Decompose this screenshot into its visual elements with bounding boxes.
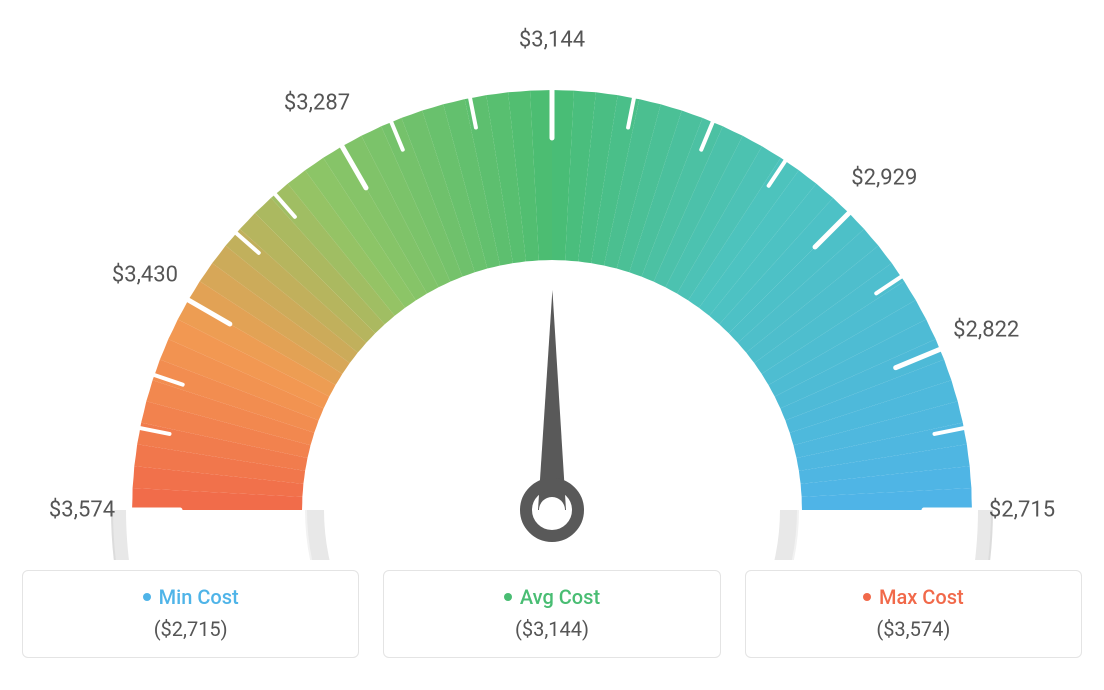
gauge-scale-label: $3,430 — [112, 263, 178, 288]
gauge-scale-label: $2,929 — [851, 165, 917, 190]
gauge-scale-label: $3,574 — [49, 498, 115, 523]
legend-row: Min Cost ($2,715) Avg Cost ($3,144) Max … — [22, 570, 1082, 658]
legend-max-dot — [863, 593, 871, 601]
gauge-scale-label: $3,144 — [519, 28, 585, 53]
legend-max-title: Max Cost — [863, 585, 964, 609]
legend-max-card: Max Cost ($3,574) — [745, 570, 1082, 658]
gauge-scale-label: $3,287 — [284, 90, 350, 115]
gauge-scale-label: $2,715 — [989, 498, 1055, 523]
legend-avg-dot — [504, 593, 512, 601]
legend-avg-value: ($3,144) — [394, 617, 709, 641]
legend-max-title-text: Max Cost — [879, 585, 964, 609]
legend-avg-title-text: Avg Cost — [520, 585, 600, 609]
cost-gauge: $2,715 $2,822 $2,929 $3,144 $3,287 $3,430 $3,5… — [22, 20, 1082, 560]
legend-min-title-text: Min Cost — [159, 585, 239, 609]
legend-min-card: Min Cost ($2,715) — [22, 570, 359, 658]
legend-min-dot — [143, 593, 151, 601]
gauge-scale-label: $2,822 — [953, 318, 1019, 343]
legend-avg-card: Avg Cost ($3,144) — [383, 570, 720, 658]
legend-max-value: ($3,574) — [756, 617, 1071, 641]
legend-avg-title: Avg Cost — [504, 585, 600, 609]
gauge-svg — [22, 20, 1082, 560]
legend-min-value: ($2,715) — [33, 617, 348, 641]
legend-min-title: Min Cost — [143, 585, 239, 609]
